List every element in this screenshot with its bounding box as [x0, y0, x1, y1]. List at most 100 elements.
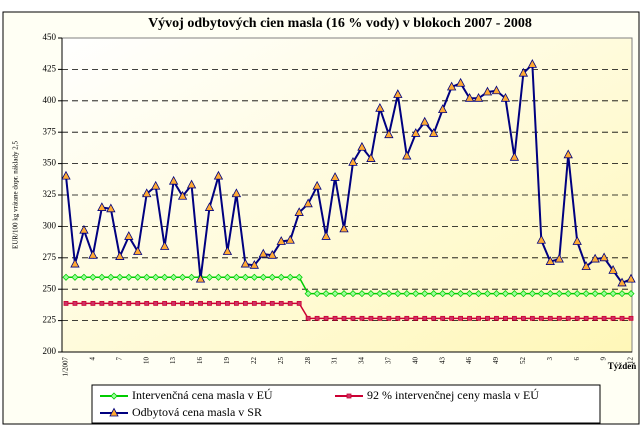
y-tick-label: 225 — [43, 315, 57, 325]
marker — [565, 315, 571, 321]
marker — [476, 315, 481, 321]
marker — [440, 315, 446, 321]
marker — [430, 290, 438, 298]
marker — [250, 273, 258, 281]
marker — [81, 300, 87, 306]
marker — [258, 248, 268, 258]
series-line — [65, 62, 632, 285]
marker — [180, 300, 185, 306]
marker — [259, 273, 267, 281]
marker — [357, 141, 367, 151]
chart-title: Vývoj odbytových cien masla (16 % vody) … — [148, 16, 532, 31]
marker — [251, 300, 257, 306]
marker — [151, 180, 161, 190]
marker — [126, 300, 132, 306]
marker — [98, 273, 106, 281]
marker — [304, 290, 312, 298]
marker — [89, 273, 97, 281]
marker — [482, 86, 493, 96]
x-tick-label: 25 — [277, 357, 285, 365]
marker — [384, 129, 394, 139]
marker — [582, 290, 590, 298]
y-axis-label: EUR/100 kg vrátane dopr. náklady 2,5 — [12, 141, 20, 249]
marker — [510, 290, 518, 298]
marker — [223, 273, 231, 281]
marker — [133, 246, 143, 255]
marker — [349, 290, 357, 298]
marker — [413, 315, 419, 321]
marker — [377, 315, 383, 321]
marker — [618, 290, 626, 298]
marker — [213, 170, 224, 180]
marker — [537, 290, 545, 298]
marker — [563, 149, 573, 159]
marker — [527, 59, 538, 68]
marker — [63, 300, 69, 306]
marker — [431, 315, 437, 321]
marker — [591, 290, 599, 298]
marker — [144, 300, 150, 306]
x-tick-label: 1/2007 — [62, 357, 70, 377]
marker — [628, 315, 634, 321]
marker — [590, 253, 600, 263]
marker — [296, 300, 302, 306]
marker — [341, 315, 347, 321]
marker — [214, 273, 223, 281]
x-tick-label: 52 — [519, 357, 527, 365]
marker — [466, 290, 474, 298]
marker — [403, 290, 411, 298]
marker — [305, 315, 311, 321]
marker — [80, 273, 88, 281]
marker — [331, 290, 339, 298]
marker — [520, 315, 526, 321]
marker — [368, 315, 374, 321]
marker — [142, 188, 152, 198]
marker — [232, 273, 240, 281]
marker — [439, 290, 447, 298]
legend-marker — [110, 392, 118, 400]
marker — [152, 273, 160, 281]
x-tick-label: 16 — [196, 357, 204, 365]
marker — [574, 315, 580, 321]
marker — [608, 265, 618, 274]
marker — [242, 300, 248, 306]
marker — [240, 258, 251, 268]
marker — [71, 273, 79, 281]
marker — [125, 273, 133, 281]
marker — [473, 92, 484, 102]
legend-marker — [346, 393, 352, 399]
marker — [437, 104, 448, 113]
marker — [501, 290, 510, 298]
x-axis-label: Týždeň — [608, 361, 637, 371]
marker — [222, 246, 233, 255]
x-tick-label: 43 — [438, 357, 446, 365]
marker — [546, 290, 554, 298]
marker — [205, 273, 214, 281]
marker — [367, 290, 375, 298]
marker — [467, 315, 472, 321]
marker — [376, 290, 384, 298]
marker — [116, 273, 124, 281]
y-tick-label: 275 — [43, 252, 57, 262]
series-line — [66, 276, 631, 295]
y-tick-label: 350 — [43, 158, 57, 168]
marker — [627, 290, 635, 298]
marker — [195, 273, 206, 283]
marker — [610, 315, 616, 321]
marker — [108, 300, 114, 306]
marker — [339, 223, 349, 233]
marker — [177, 190, 188, 200]
x-tick-label: 19 — [223, 357, 231, 365]
marker — [538, 315, 544, 321]
marker — [198, 300, 203, 306]
marker — [554, 253, 564, 263]
marker — [276, 236, 286, 245]
y-tick-label: 200 — [43, 346, 57, 356]
x-tick-label: 3 — [546, 357, 554, 361]
marker — [278, 300, 284, 306]
marker — [601, 315, 607, 321]
x-tick-label: 46 — [465, 357, 473, 365]
marker — [321, 231, 331, 240]
marker — [322, 290, 330, 298]
marker — [449, 315, 455, 321]
